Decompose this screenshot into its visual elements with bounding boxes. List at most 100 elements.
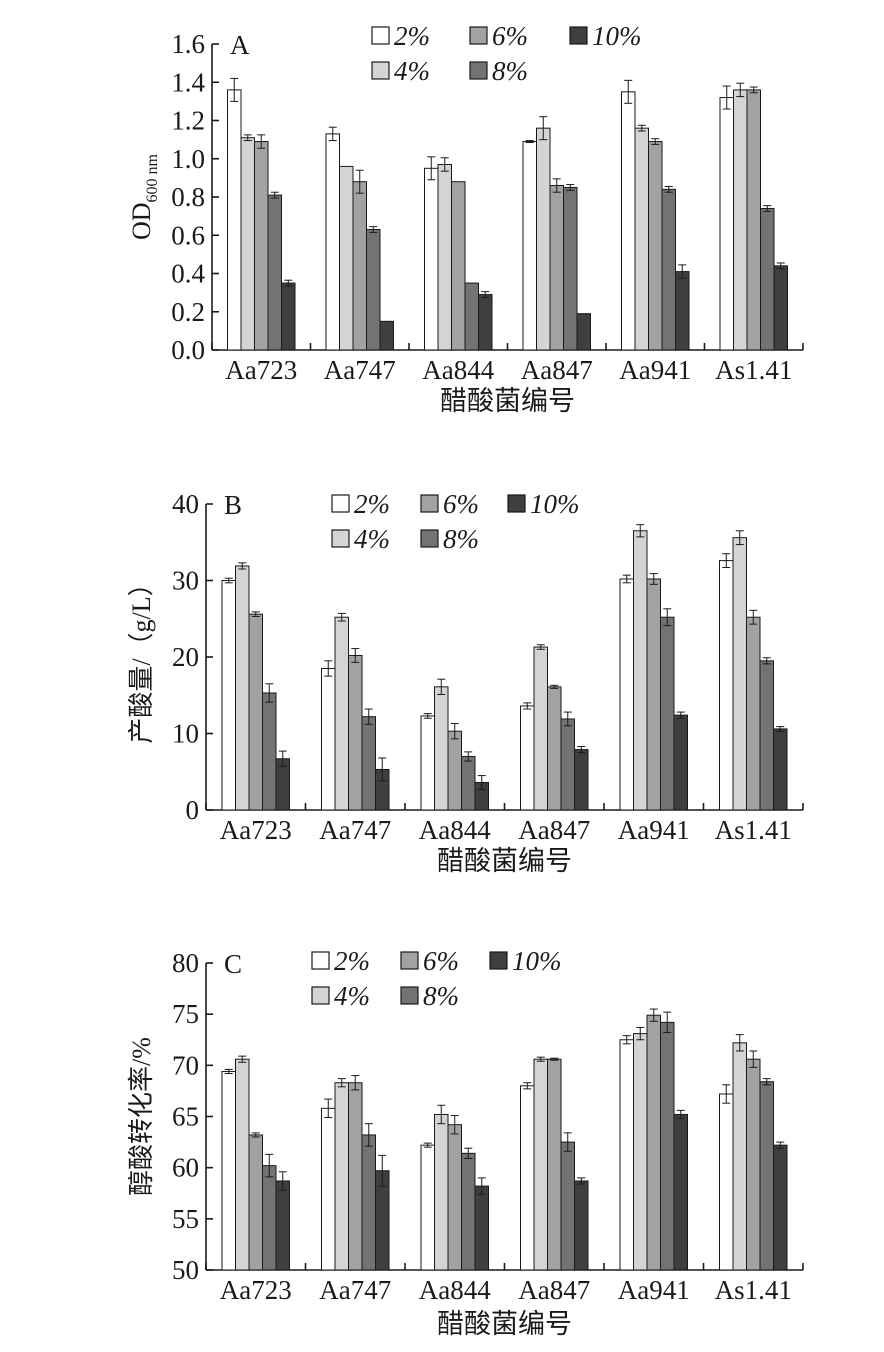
legend-label: 8% bbox=[492, 56, 528, 86]
panel-letter: B bbox=[224, 490, 242, 520]
bar-6pct-Aa941 bbox=[648, 141, 663, 351]
y-axis-label: OD600 nm bbox=[127, 153, 161, 240]
bar-8pct-Aa941 bbox=[661, 188, 676, 351]
bar-2pct-Aa847 bbox=[520, 1085, 535, 1271]
bar-4pct-Aa941 bbox=[633, 1033, 648, 1271]
bar-6pct-Aa847 bbox=[547, 1058, 562, 1271]
bar-6pct-Aa723 bbox=[254, 141, 269, 351]
legend-swatch-2pct bbox=[371, 26, 390, 45]
bar-8pct-As1.41 bbox=[760, 207, 775, 351]
legend-swatch-2pct bbox=[331, 494, 350, 513]
bar-10pct-Aa723 bbox=[275, 1180, 290, 1271]
bar-4pct-Aa844 bbox=[434, 1113, 449, 1271]
bar-10pct-Aa941 bbox=[673, 1113, 688, 1271]
legend-swatch-4pct bbox=[331, 529, 350, 548]
bar-4pct-Aa941 bbox=[633, 530, 648, 811]
x-tick-label: Aa844 bbox=[419, 1275, 491, 1305]
x-tick-label: Aa747 bbox=[319, 815, 391, 845]
bar-4pct-Aa747 bbox=[334, 1082, 349, 1271]
x-axis-label: 醋酸菌编号 bbox=[437, 1309, 572, 1339]
legend-swatch-10pct bbox=[489, 951, 508, 970]
legend-label: 8% bbox=[423, 981, 459, 1011]
bar-2pct-Aa723 bbox=[221, 580, 236, 811]
bar-4pct-Aa847 bbox=[533, 1058, 548, 1271]
y-tick-label: 50 bbox=[172, 1255, 199, 1285]
bar-8pct-Aa847 bbox=[563, 186, 578, 351]
bar-2pct-Aa844 bbox=[424, 167, 439, 351]
bar-10pct-Aa941 bbox=[675, 271, 690, 351]
bar-8pct-Aa941 bbox=[660, 1021, 675, 1271]
bar-6pct-Aa747 bbox=[348, 1082, 363, 1271]
legend-swatch-6pct bbox=[420, 494, 439, 513]
y-axis-label-subscript: 600 nm bbox=[144, 153, 161, 202]
y-tick-label: 80 bbox=[172, 948, 199, 978]
bar-2pct-Aa844 bbox=[420, 1144, 435, 1271]
bar-4pct-As1.41 bbox=[732, 537, 747, 811]
bar-2pct-Aa747 bbox=[321, 1107, 336, 1271]
bar-4pct-Aa844 bbox=[434, 686, 449, 811]
y-axis-label: 醇酸转化率/% bbox=[127, 1037, 156, 1196]
bar-2pct-Aa941 bbox=[619, 578, 634, 811]
panel-b: 0 10 20 30 40 Aa723 Aa747 Aa844 Aa847 Aa941 As1.41… bbox=[127, 489, 804, 876]
y-axis-label-main: 醇酸转化率/% bbox=[127, 1037, 156, 1196]
x-axis-label: 醋酸菌编号 bbox=[440, 386, 575, 416]
legend-label: 6% bbox=[423, 946, 459, 976]
bar-6pct-As1.41 bbox=[746, 616, 761, 811]
bar-10pct-Aa941 bbox=[673, 714, 688, 811]
bar-8pct-As1.41 bbox=[759, 1081, 774, 1271]
bar-8pct-Aa941 bbox=[660, 616, 675, 811]
x-tick-label: Aa844 bbox=[422, 355, 494, 385]
bar-10pct-Aa844 bbox=[478, 294, 493, 351]
bar-4pct-Aa747 bbox=[339, 165, 354, 351]
bar-10pct-As1.41 bbox=[773, 728, 788, 811]
x-tick-label: Aa941 bbox=[618, 815, 690, 845]
bar-6pct-As1.41 bbox=[746, 1058, 761, 1271]
bar-2pct-Aa723 bbox=[227, 89, 242, 351]
bar-2pct-As1.41 bbox=[719, 97, 734, 351]
legend-label: 2% bbox=[334, 946, 370, 976]
bar-6pct-Aa844 bbox=[447, 730, 462, 811]
bar-4pct-Aa847 bbox=[533, 646, 548, 811]
panel-letter: C bbox=[224, 949, 242, 979]
bar-10pct-Aa847 bbox=[574, 1180, 589, 1271]
bar-6pct-Aa941 bbox=[646, 578, 661, 811]
legend-swatch-6pct bbox=[469, 26, 488, 45]
bar-2pct-Aa844 bbox=[420, 715, 435, 811]
bar-6pct-Aa747 bbox=[348, 654, 363, 811]
legend-label: 8% bbox=[443, 524, 479, 554]
x-tick-label: Aa847 bbox=[518, 1275, 590, 1305]
bar-10pct-Aa844 bbox=[474, 1185, 489, 1271]
x-tick-label: Aa941 bbox=[619, 355, 691, 385]
x-tick-label: Aa747 bbox=[319, 1275, 391, 1305]
bar-8pct-Aa844 bbox=[461, 755, 476, 811]
bar-2pct-Aa723 bbox=[221, 1070, 236, 1271]
y-tick-label: 1.0 bbox=[171, 144, 205, 174]
bar-4pct-Aa844 bbox=[437, 163, 452, 351]
y-tick-label: 0.4 bbox=[171, 259, 205, 289]
y-axis-label-main: 产酸量/（g/L） bbox=[127, 570, 156, 743]
bar-8pct-Aa747 bbox=[361, 716, 376, 811]
bar-2pct-Aa747 bbox=[321, 667, 336, 811]
bar-10pct-Aa723 bbox=[281, 282, 296, 351]
legend-swatch-8pct bbox=[400, 986, 419, 1005]
legend-label: 2% bbox=[354, 489, 390, 519]
bar-8pct-Aa844 bbox=[461, 1152, 476, 1271]
y-tick-label: 0 bbox=[186, 795, 200, 825]
bar-8pct-As1.41 bbox=[759, 660, 774, 811]
bar-2pct-Aa941 bbox=[619, 1039, 634, 1271]
bar-4pct-As1.41 bbox=[732, 1042, 747, 1271]
bar-6pct-Aa747 bbox=[352, 181, 367, 351]
x-tick-label: Aa941 bbox=[618, 1275, 690, 1305]
bar-2pct-Aa847 bbox=[522, 141, 537, 351]
bar-8pct-Aa747 bbox=[366, 229, 381, 351]
y-tick-label: 40 bbox=[172, 489, 199, 519]
bar-4pct-Aa723 bbox=[240, 137, 255, 351]
panel-c: 50 55 60 65 70 75 80 Aa723 Aa747 Aa844 Aa847 Aa941 A… bbox=[127, 946, 804, 1339]
bar-4pct-Aa747 bbox=[334, 616, 349, 811]
legend-label: 4% bbox=[354, 524, 390, 554]
y-tick-label: 1.4 bbox=[171, 67, 205, 97]
legend-swatch-10pct bbox=[507, 494, 526, 513]
bar-6pct-As1.41 bbox=[746, 89, 761, 351]
bar-8pct-Aa723 bbox=[262, 692, 277, 811]
